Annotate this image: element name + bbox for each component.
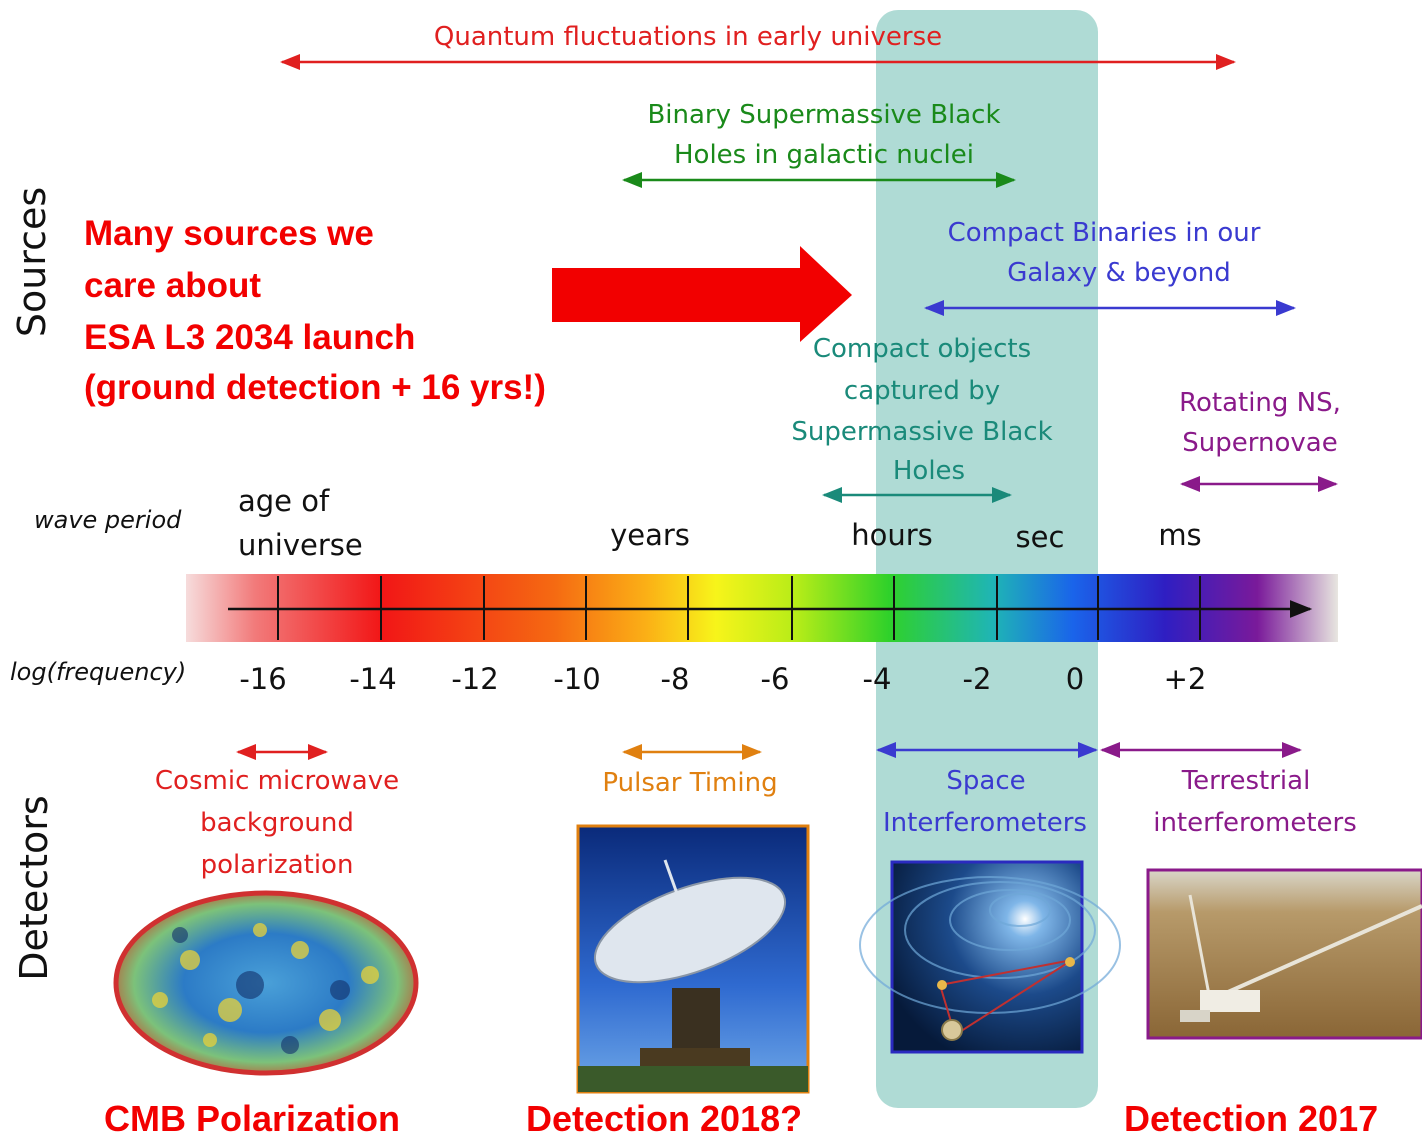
- annotation-line3: ESA L3 2034 launch: [84, 318, 416, 357]
- footer-cmb-polarization: CMB Polarization: [104, 1098, 401, 1139]
- freq-tick-label: -8: [660, 662, 690, 696]
- footer-detection-2017: Detection 2017: [1124, 1098, 1379, 1139]
- age-of-universe-line1: age of: [238, 484, 330, 518]
- space-interferometers-line1: Space: [946, 766, 1026, 796]
- log-frequency-label: log(frequency): [10, 658, 187, 686]
- smbh-label-line2: Holes in galactic nuclei: [673, 140, 974, 170]
- rotating-ns-label-line2: Supernovae: [1182, 428, 1338, 458]
- freq-tick-label: -4: [862, 662, 892, 696]
- cmb-label-line1: Cosmic microwave: [154, 766, 400, 796]
- period-ms: ms: [1158, 518, 1202, 552]
- footer-detection-2018: Detection 2018?: [526, 1098, 803, 1139]
- terrestrial-interferometers-line2: interferometers: [1153, 808, 1357, 838]
- freq-tick-label: -16: [239, 662, 287, 696]
- emri-label-line3: Supermassive Black: [791, 417, 1053, 447]
- period-years: years: [610, 518, 690, 552]
- space-interferometer-image: [859, 860, 1121, 1054]
- freq-tick-label: -6: [760, 662, 790, 696]
- axis-ticks: [277, 576, 1201, 640]
- annotation-line4: (ground detection + 16 yrs!): [84, 368, 546, 407]
- emri-label-line4: Holes: [892, 456, 966, 486]
- freq-tick-label: +2: [1163, 662, 1207, 696]
- terrestrial-observatory-image: [1146, 868, 1422, 1040]
- rotating-ns-label-line1: Rotating NS,: [1179, 388, 1341, 418]
- cmb-label-line2: background: [200, 808, 354, 838]
- emri-label-line2: captured by: [843, 376, 1001, 406]
- annotation-line2: care about: [84, 266, 261, 305]
- annotation-arrow: [552, 246, 852, 342]
- compact-binaries-label-line1: Compact Binaries in our: [947, 218, 1261, 248]
- age-of-universe-line2: universe: [238, 528, 363, 562]
- pulsar-timing-label: Pulsar Timing: [602, 768, 778, 798]
- freq-tick-label: 0: [1065, 662, 1085, 696]
- freq-tick-label: -2: [962, 662, 992, 696]
- quantum-fluctuations-label: Quantum fluctuations in early universe: [433, 22, 943, 52]
- space-interferometers-line2: Interferometers: [883, 808, 1087, 838]
- emri-label-line1: Compact objects: [812, 334, 1032, 364]
- radio-telescope-image: [576, 824, 810, 1094]
- period-sec: sec: [1015, 520, 1065, 554]
- cmb-map-image: [113, 890, 419, 1076]
- annotation-line1: Many sources we: [84, 214, 374, 253]
- wave-period-label: wave period: [34, 506, 182, 534]
- cmb-label-line3: polarization: [200, 850, 354, 880]
- smbh-label-line1: Binary Supermassive Black: [647, 100, 1001, 130]
- period-hours: hours: [851, 518, 933, 552]
- freq-tick-label: -10: [553, 662, 601, 696]
- sources-side-label: Sources: [10, 186, 54, 338]
- detectors-side-label: Detectors: [12, 795, 56, 981]
- compact-binaries-label-line2: Galaxy & beyond: [1007, 258, 1231, 288]
- freq-tick-label: -14: [349, 662, 397, 696]
- terrestrial-interferometers-line1: Terrestrial: [1181, 766, 1311, 796]
- freq-tick-label: -12: [451, 662, 499, 696]
